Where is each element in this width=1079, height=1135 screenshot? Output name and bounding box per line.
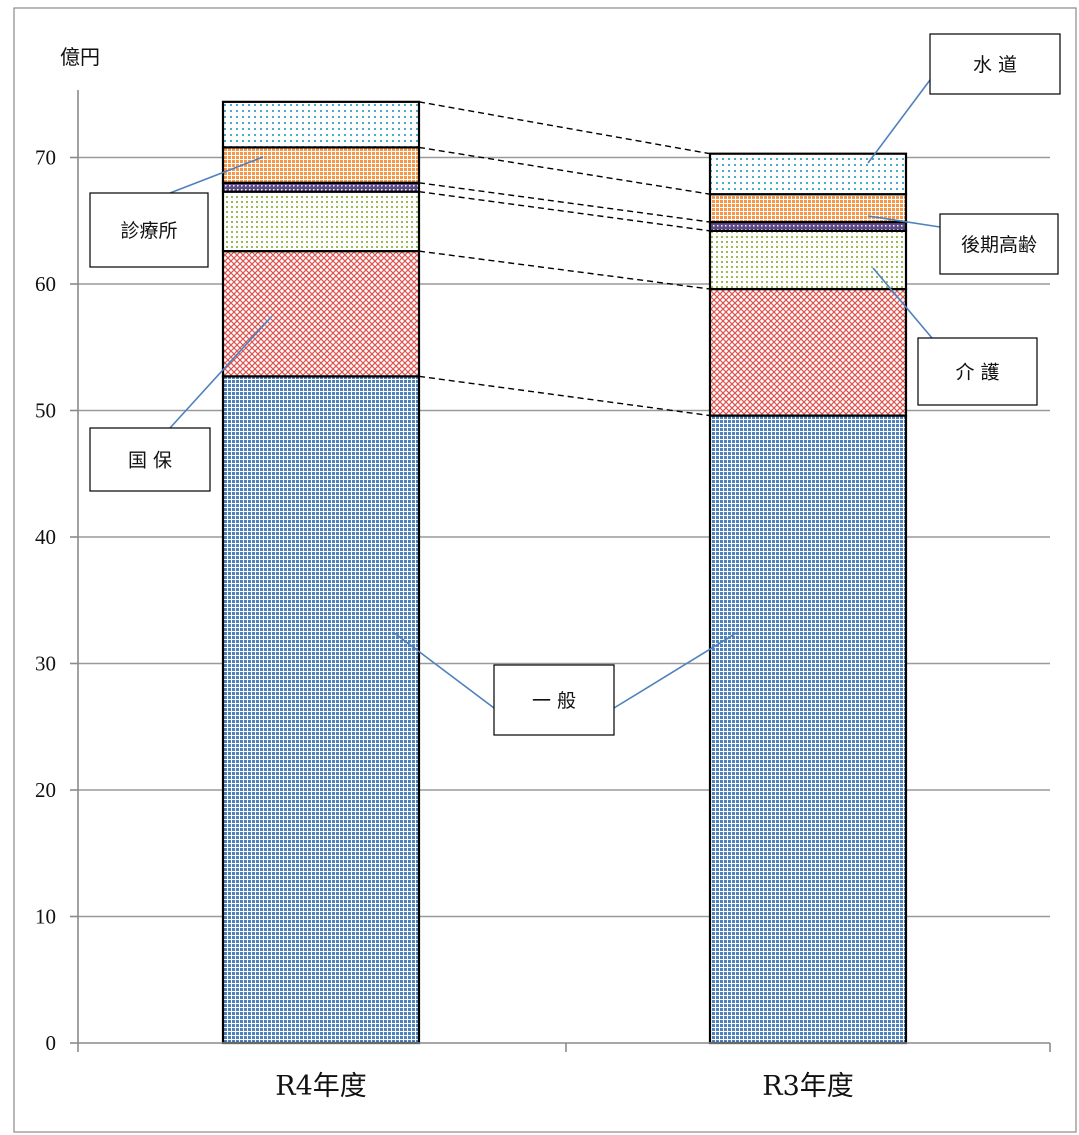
connector-0 <box>418 375 711 417</box>
connector-2 <box>418 190 711 232</box>
bar-segment-1-1 <box>708 287 908 417</box>
chart-frame <box>13 7 1077 1133</box>
bar-segment-0-1 <box>221 250 421 378</box>
bar-segment-1-5 <box>708 152 908 196</box>
x-axis-labels: R4年度 R3年度 <box>275 1071 854 1102</box>
legend-label-0: 一 般 <box>532 690 576 712</box>
bar-segment-0-5 <box>221 100 421 149</box>
y-tick-label-50: 50 <box>35 399 56 423</box>
y-tick-label-10: 10 <box>35 905 56 929</box>
x-category-label-1: R3年度 <box>762 1071 854 1102</box>
bars <box>221 100 908 1045</box>
x-category-label-0: R4年度 <box>275 1071 367 1102</box>
callout-box-1 <box>89 427 211 492</box>
connector-4 <box>418 146 711 195</box>
callout-box-2 <box>917 337 1038 406</box>
legend-label-1: 国 保 <box>128 450 172 472</box>
bar-segment-0-0 <box>221 375 421 1045</box>
bar-segment-0-4 <box>221 146 421 184</box>
callouts: 一 般 国 保 介 護 後期高齢 診療所 水 道 <box>89 33 1061 736</box>
callout-leader-4-0 <box>169 156 264 194</box>
y-tick-label-40: 40 <box>35 525 56 549</box>
y-tick-label-60: 60 <box>35 272 56 296</box>
y-tick-label-30: 30 <box>35 652 56 676</box>
callout-leader-1-0 <box>169 315 273 429</box>
y-tick-label-70: 70 <box>35 146 56 170</box>
y-axis-unit-label: 億円 <box>60 45 100 69</box>
bar-segment-1-2 <box>708 229 908 291</box>
callout-leader-3-0 <box>867 215 941 228</box>
callout-box-5 <box>929 33 1061 95</box>
y-tick-label-0: 0 <box>46 1031 57 1055</box>
bar-segment-0-2 <box>221 190 421 253</box>
connector-5 <box>418 101 711 155</box>
bar-segment-1-0 <box>708 414 908 1045</box>
callout-leader-2-0 <box>872 267 933 339</box>
bar-segment-1-3 <box>708 220 908 232</box>
callout-leader-0-1 <box>613 631 739 709</box>
callout-box-0 <box>493 664 615 736</box>
legend-label-3: 後期高齢 <box>961 234 1037 256</box>
legend-label-5: 水 道 <box>973 54 1017 76</box>
bar-segment-0-3 <box>221 181 421 193</box>
legend-label-4: 診療所 <box>120 220 177 242</box>
legend-label-2: 介 護 <box>955 362 999 384</box>
callout-leader-5-0 <box>867 79 931 164</box>
callout-box-4 <box>89 192 209 268</box>
callout-leader-0-0 <box>392 631 495 709</box>
y-tick-label-20: 20 <box>35 778 56 802</box>
callout-box-3 <box>939 213 1059 275</box>
connector-1 <box>418 250 711 290</box>
axes <box>77 90 1051 1052</box>
y-axis-ticks: 0 10 20 30 40 50 60 70 <box>35 146 78 1055</box>
segment-connectors <box>418 101 711 417</box>
connector-3 <box>418 182 711 223</box>
